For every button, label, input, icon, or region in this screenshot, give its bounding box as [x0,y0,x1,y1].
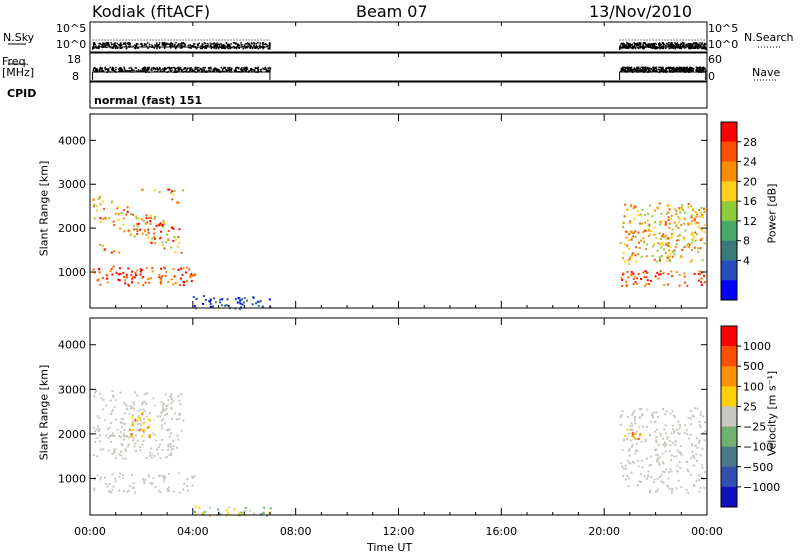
nsearch-tick-bottom: 10^0 [708,38,739,51]
xtick-label-3: 12:00 [383,525,415,538]
power-cbtick-label-2: 20 [743,175,757,188]
velocity-colorbar-seg-8 [721,486,737,508]
xtick-label-4: 16:00 [485,525,517,538]
nsky-label: N.Sky [3,31,35,44]
velocity-colorbar-seg-0 [721,326,737,347]
nsky-tick-bottom: 10^0 [56,38,87,51]
nsky-base-2 [619,46,707,50]
power-ytick-label-1: 2000 [58,222,86,235]
power-cbtick-label-0: 28 [743,136,757,149]
power-cbtick-label-1: 24 [743,156,757,169]
velocity-colorbar-seg-5 [721,426,737,448]
cpid-value: normal (fast) 151 [94,94,203,107]
power-colorbar-seg-7 [721,260,737,281]
power-colorbar-frame [720,121,738,301]
velocity-colorbar-seg-4 [721,406,737,428]
nave-trace-2 [619,66,707,73]
nave-tick-bottom: 0 [708,70,715,83]
freq-label: Freq. [2,55,30,68]
nave-tick-top: 60 [708,53,722,66]
velocity-cbtick-label-7: −1000 [743,481,780,494]
nsky-base-1 [92,46,271,50]
freq-trace-1 [92,71,271,80]
power-colorbar-seg-0 [721,122,737,143]
power-colorbar-seg-2 [721,161,737,182]
velocity-ytick-label-1: 2000 [58,428,86,441]
time-xlabel: Time UT [367,541,413,554]
velocity-cbtick-label-4: −25 [743,421,766,434]
velocity-cbtick-label-3: 25 [743,400,757,413]
xtick-label-5: 20:00 [588,525,620,538]
nsky-tick-top: 10^5 [56,22,87,35]
power-echoes [92,188,706,310]
power-cbtick-label-4: 12 [743,215,757,228]
xtick-label-1: 04:00 [177,525,209,538]
velocity-colorbar-seg-7 [721,466,737,488]
velocity-cbtick-label-2: 100 [743,380,764,393]
nsky-trace-1 [92,42,271,50]
freq-tick-top: 18 [67,53,81,66]
velocity-cbtick-label-1: 500 [743,360,764,373]
power-ytick-label-3: 4000 [58,134,86,147]
velocity-ytick-label-3: 4000 [58,339,86,352]
power-cbtick-label-3: 16 [743,195,757,208]
power-colorbar-seg-1 [721,141,737,163]
freq-panel [89,52,708,82]
power-colorbar-seg-5 [721,220,737,242]
power-ytick-label-2: 3000 [58,178,86,191]
velocity-plot-bg [90,318,707,515]
xtick-label-6: 00:00 [691,525,723,538]
cpid-label: CPID [7,87,37,100]
freq-trace-2 [619,71,707,80]
velocity-colorbar-seg-6 [721,446,737,468]
xtick-label-2: 08:00 [280,525,312,538]
freq-unit: [MHz] [2,66,35,79]
date-title: 13/Nov/2010 [589,2,693,21]
velocity-cbtick-label-6: −500 [743,461,773,474]
power-ytick-label-0: 1000 [58,266,86,279]
velocity-ytick-label-2: 3000 [58,383,86,396]
beam-title: Beam 07 [356,2,428,21]
velocity-ytick-label-0: 1000 [58,472,86,485]
velocity-colorbar-seg-3 [721,386,737,407]
power-colorbar-seg-6 [721,240,737,261]
freq-tick-bottom: 8 [72,70,79,83]
station-title: Kodiak (fitACF) [92,2,211,21]
velocity-colorbar-frame [720,325,738,508]
power-colorbar-seg-3 [721,181,737,202]
velocity-colorbar-seg-1 [721,346,737,367]
nave-trace-1 [92,66,272,73]
velocity-colorbar-seg-2 [721,366,737,387]
nsearch-tick-top: 10^5 [708,22,739,35]
velocity-cbtick-label-5: −100 [743,441,773,454]
power-colorbar-seg-4 [721,201,737,222]
power-cbtick-label-5: 8 [743,235,750,248]
power-cbtick-label-6: 4 [743,254,750,267]
nave-label: Nave [752,66,781,79]
nsearch-label: N.Search [744,31,794,44]
nsky-trace-2 [619,42,708,50]
power-colorbar-seg-8 [721,280,737,301]
xtick-label-0: 00:00 [74,525,106,538]
power-plot-bg [90,114,707,308]
velocity-cbtick-label-0: 1000 [743,340,771,353]
